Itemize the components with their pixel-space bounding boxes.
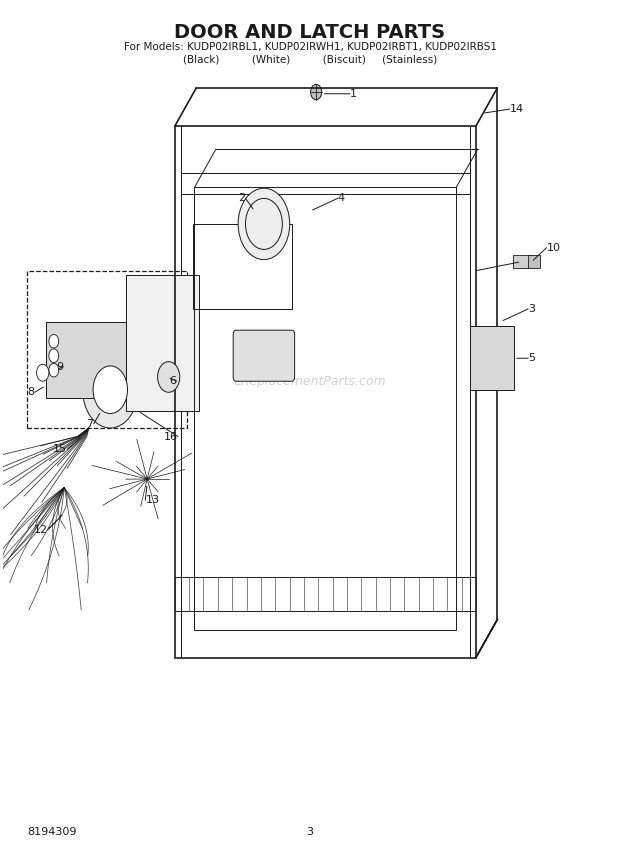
Text: 8: 8: [28, 387, 35, 397]
Circle shape: [49, 363, 59, 377]
Circle shape: [37, 364, 49, 381]
Text: 13: 13: [145, 496, 159, 505]
Text: 5: 5: [528, 354, 535, 363]
Text: 1: 1: [350, 89, 357, 98]
Circle shape: [311, 85, 322, 100]
Bar: [513, 255, 530, 268]
Text: 2: 2: [238, 193, 246, 204]
Circle shape: [238, 188, 290, 259]
Text: 3: 3: [306, 827, 314, 837]
Bar: [528, 255, 541, 268]
Text: For Models: KUDP02IRBL1, KUDP02IRWH1, KUDP02IRBT1, KUDP02IRBS1: For Models: KUDP02IRBL1, KUDP02IRWH1, KU…: [123, 42, 497, 52]
Text: 8194309: 8194309: [27, 827, 77, 837]
Text: 6: 6: [170, 377, 177, 386]
Circle shape: [82, 352, 138, 428]
Bar: [175, 126, 476, 657]
Circle shape: [49, 335, 59, 348]
Circle shape: [49, 349, 59, 362]
Text: (Black)          (White)          (Biscuit)     (Stainless): (Black) (White) (Biscuit) (Stainless): [183, 55, 437, 65]
FancyBboxPatch shape: [46, 322, 126, 398]
Text: 9: 9: [56, 362, 63, 372]
Text: DOOR AND LATCH PARTS: DOOR AND LATCH PARTS: [174, 23, 446, 42]
Text: 7: 7: [87, 419, 94, 429]
Bar: [126, 275, 200, 411]
Text: eReplacementParts.com: eReplacementParts.com: [234, 375, 386, 388]
Text: 12: 12: [33, 525, 48, 535]
Text: 4: 4: [338, 193, 345, 204]
Circle shape: [157, 362, 180, 392]
Bar: [27, 270, 187, 428]
Circle shape: [93, 366, 128, 413]
Bar: [195, 187, 456, 630]
Text: 10: 10: [547, 243, 560, 253]
Text: 3: 3: [528, 304, 535, 314]
FancyBboxPatch shape: [233, 330, 294, 381]
FancyBboxPatch shape: [470, 326, 514, 389]
Text: 16: 16: [164, 431, 178, 442]
Bar: [193, 224, 291, 309]
Text: 15: 15: [53, 444, 68, 455]
Text: 14: 14: [510, 104, 524, 114]
